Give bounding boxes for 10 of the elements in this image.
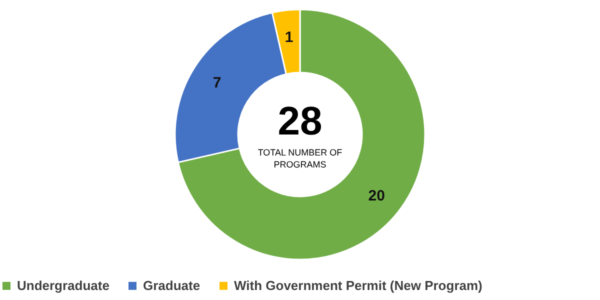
data-label: 1 <box>284 29 294 46</box>
legend-label: Graduate <box>143 278 200 293</box>
text: PROGRAMS <box>274 160 326 170</box>
text: TOTAL NUMBER OF <box>258 148 343 158</box>
legend-label: Undergraduate <box>17 278 110 293</box>
data-label: 20 <box>368 188 385 205</box>
text: 28 <box>278 100 322 144</box>
data-label: 7 <box>212 74 222 92</box>
donut-slice <box>177 8 426 260</box>
legend-label: With Government Permit (New Program) <box>234 278 482 293</box>
